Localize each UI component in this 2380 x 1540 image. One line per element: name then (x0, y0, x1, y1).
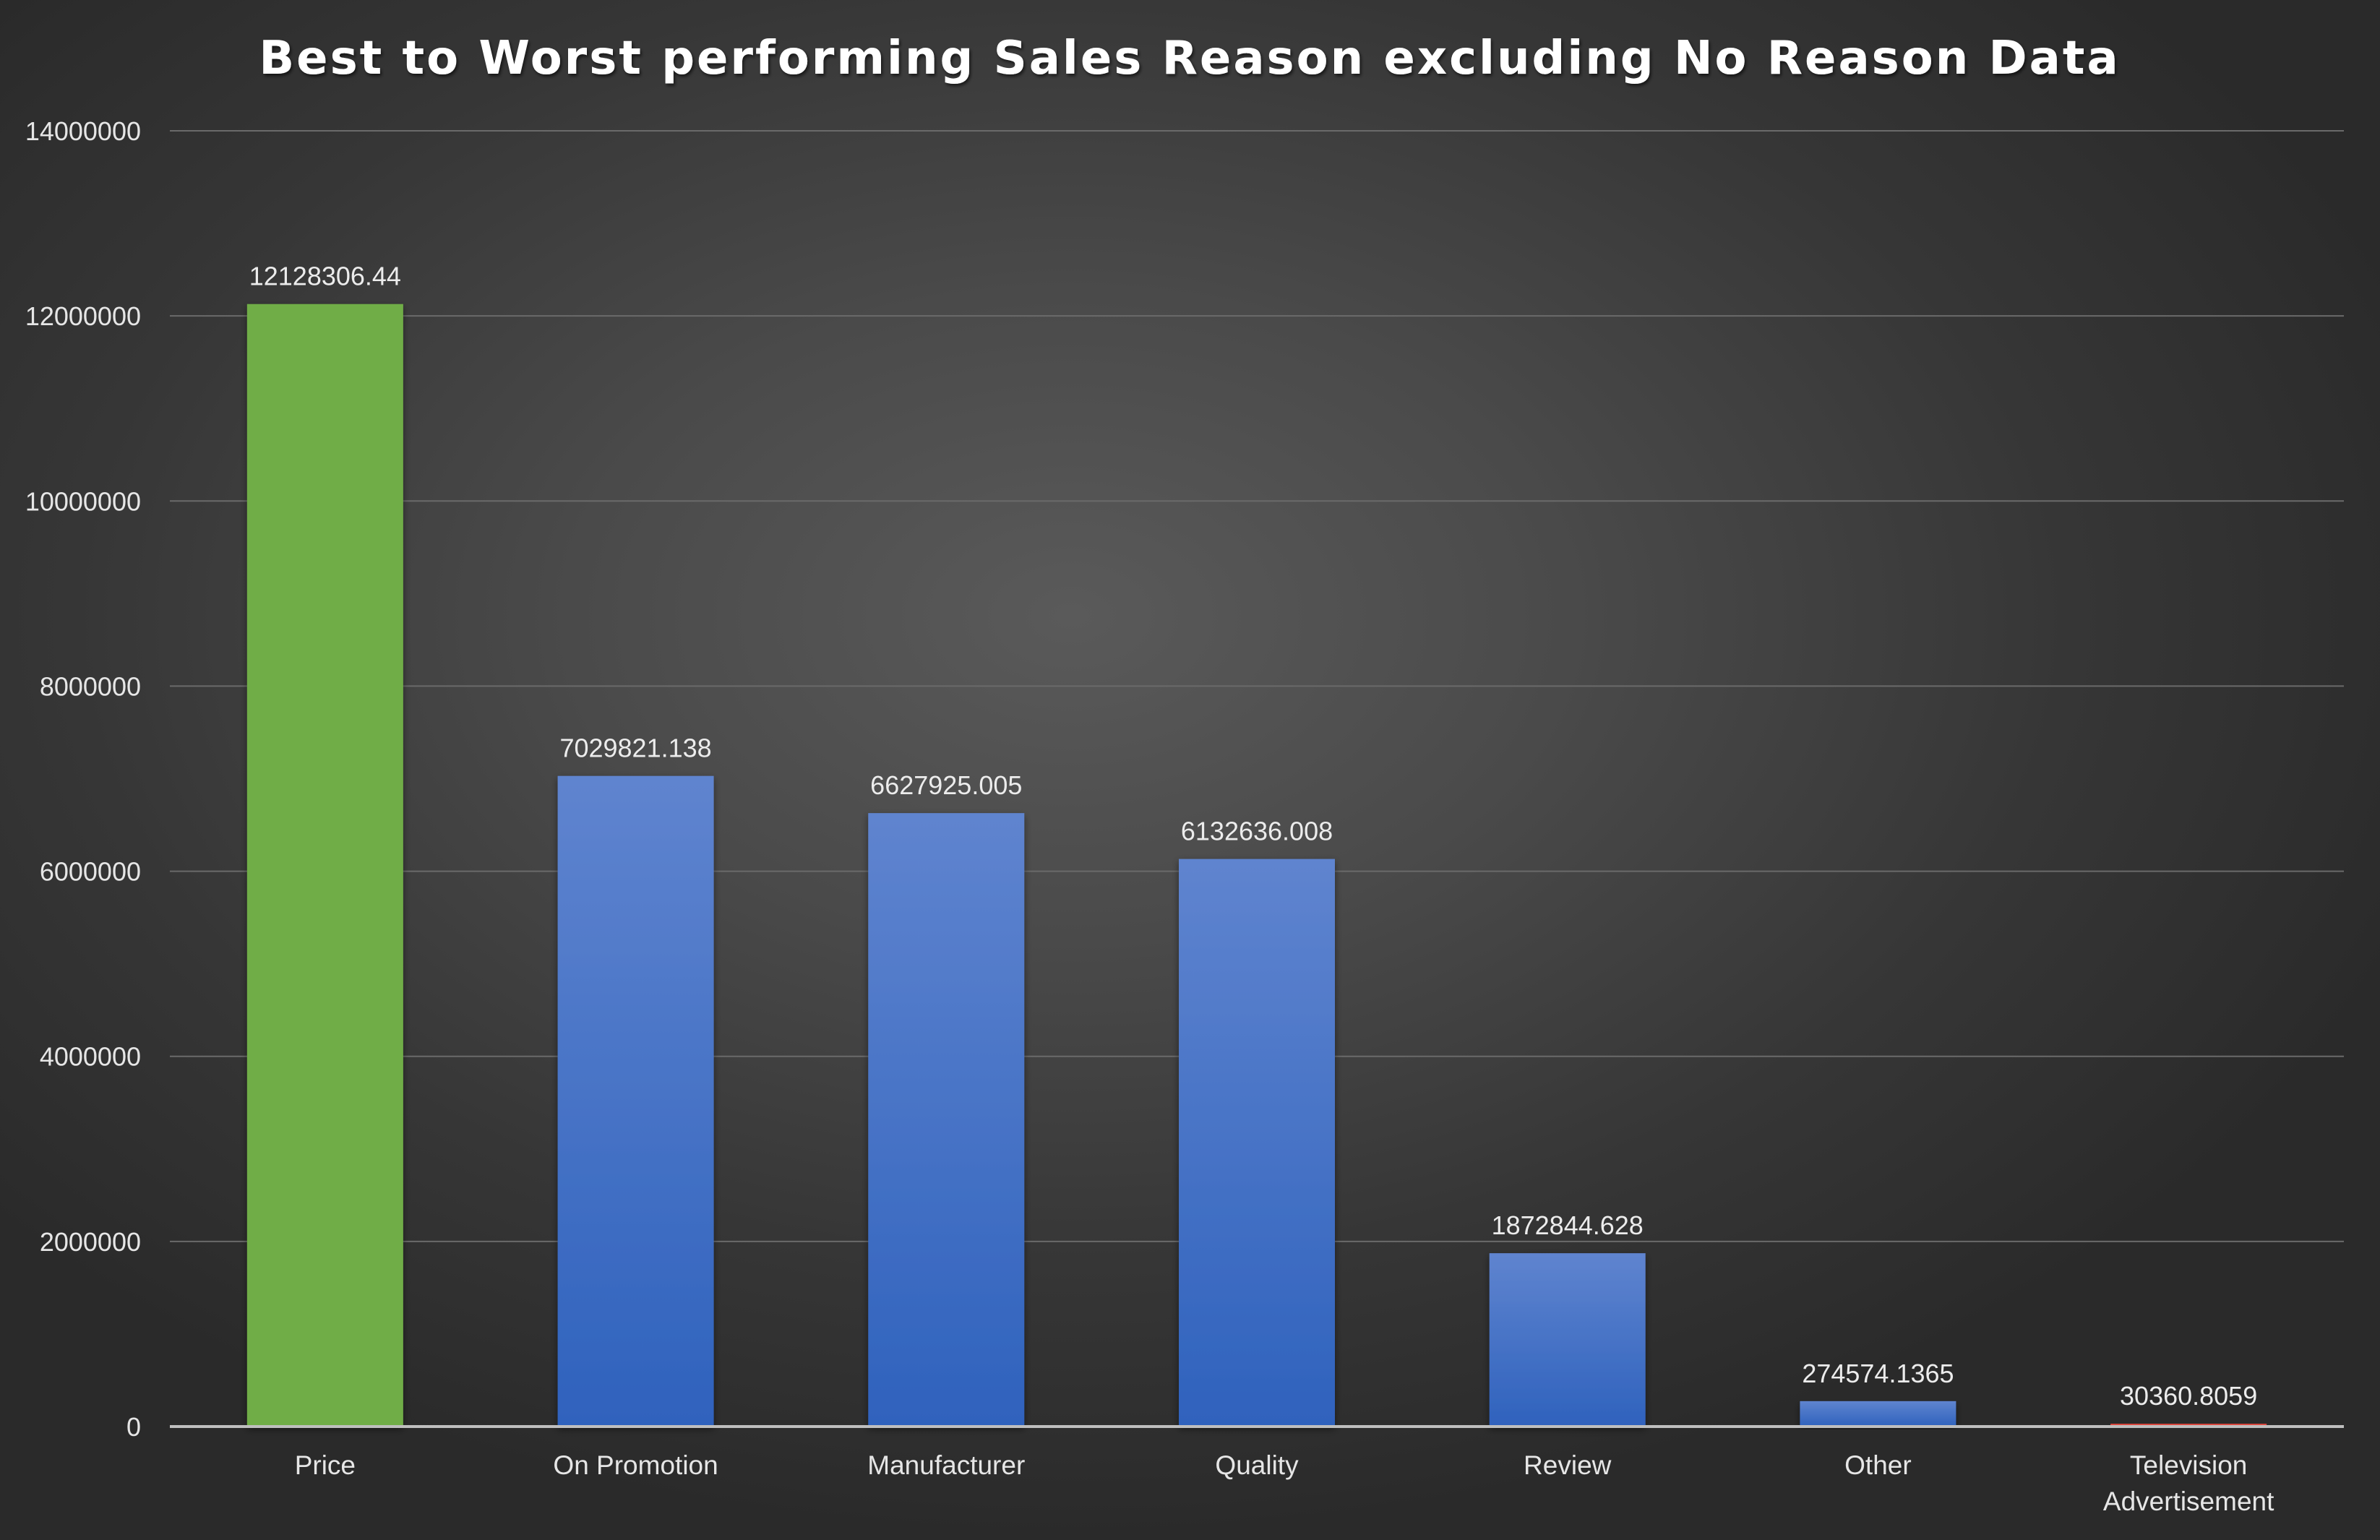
x-tick-label: Price (295, 1450, 356, 1480)
y-axis-tick-labels: 0 2000000 4000000 6000000 8000000 10000000 120… (25, 116, 141, 1442)
bar-data-label: 30360.8059 (2120, 1381, 2257, 1411)
chart-title: Best to Worst performing Sales Reason ex… (259, 32, 2120, 85)
bar (246, 304, 403, 1427)
bar-data-label: 7029821.138 (559, 734, 711, 763)
bar-data-label: 274574.1365 (1802, 1359, 1954, 1388)
x-tick-label: On Promotion (553, 1450, 718, 1480)
x-tick-label: Manufacturer (867, 1450, 1025, 1480)
x-tick-label: Quality (1215, 1450, 1299, 1480)
bar (1800, 1401, 1956, 1427)
x-axis-category-labels: Price On Promotion Manufacturer Quality Revi… (295, 1450, 2274, 1516)
y-tick-label: 6000000 (40, 857, 141, 887)
bar (1179, 859, 1335, 1427)
bar (1489, 1253, 1646, 1427)
y-tick-label: 10000000 (25, 486, 141, 516)
bars (246, 304, 2267, 1427)
x-tick-label: Review (1524, 1450, 1612, 1480)
bar-data-label: 1872844.628 (1492, 1210, 1644, 1240)
bar-data-label: 12128306.44 (249, 262, 401, 291)
bar-data-label: 6132636.008 (1181, 817, 1333, 846)
x-tick-label: Television Advertisement (2103, 1450, 2274, 1516)
bar (868, 813, 1025, 1427)
data-labels: 12128306.44 7029821.138 6627925.005 6132636… (249, 262, 2257, 1411)
bar-data-label: 6627925.005 (870, 770, 1022, 800)
y-tick-label: 4000000 (40, 1042, 141, 1072)
x-tick-label: Other (1844, 1450, 1912, 1480)
y-tick-label: 14000000 (25, 116, 141, 146)
y-tick-label: 0 (126, 1412, 141, 1442)
bar (557, 775, 714, 1427)
y-tick-label: 8000000 (40, 671, 141, 701)
y-tick-label: 12000000 (25, 301, 141, 331)
y-tick-label: 2000000 (40, 1227, 141, 1257)
